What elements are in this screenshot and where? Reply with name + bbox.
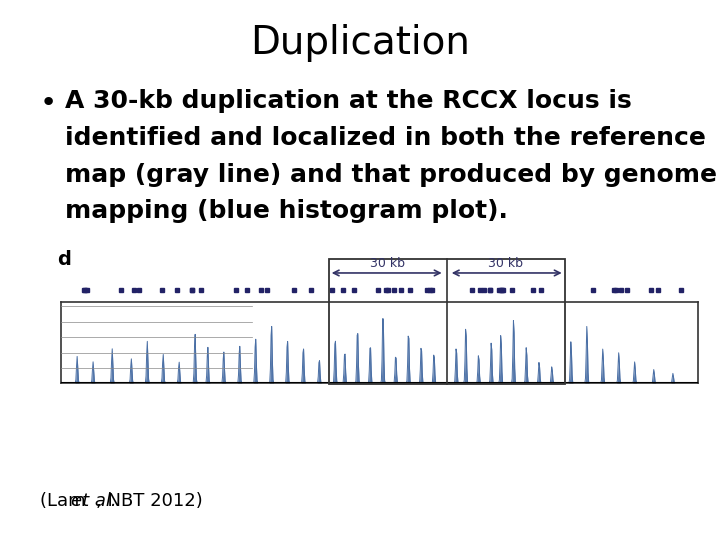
Text: map (gray line) and that produced by genome: map (gray line) and that produced by gen… [65,163,717,186]
Text: 30 kb: 30 kb [370,257,405,271]
Text: (Lam: (Lam [40,492,91,510]
Text: Duplication: Duplication [250,24,470,62]
Text: A 30-kb duplication at the RCCX locus is: A 30-kb duplication at the RCCX locus is [65,89,631,113]
Text: et al.: et al. [71,492,116,510]
Text: mapping (blue histogram plot).: mapping (blue histogram plot). [65,199,508,223]
Text: 30 kb: 30 kb [488,257,523,271]
Text: •: • [40,89,57,117]
Text: identified and localized in both the reference: identified and localized in both the ref… [65,126,706,150]
Text: d: d [58,249,71,269]
Text: , NBT 2012): , NBT 2012) [96,492,203,510]
